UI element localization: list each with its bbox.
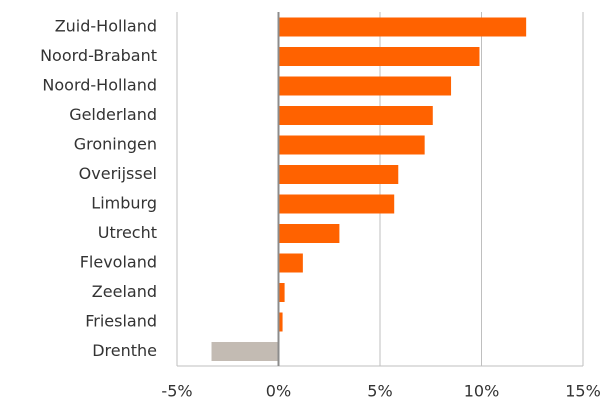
- bar: [211, 342, 279, 361]
- x-tick-label: 5%: [367, 382, 392, 401]
- x-tick-label: -5%: [161, 382, 192, 401]
- y-tick-label: Flevoland: [80, 253, 157, 272]
- y-tick-label: Limburg: [91, 194, 157, 213]
- x-tick-label: 0%: [266, 382, 291, 401]
- y-tick-label: Gelderland: [69, 105, 157, 124]
- bar: [278, 106, 433, 125]
- y-tick-label: Drenthe: [92, 341, 157, 360]
- y-tick-label: Groningen: [74, 135, 157, 154]
- bar: [278, 76, 452, 96]
- y-tick-label: Friesland: [85, 312, 157, 331]
- y-tick-label: Noord-Brabant: [40, 46, 157, 65]
- y-tick-label: Overijssel: [79, 164, 157, 183]
- x-tick-label: 10%: [464, 382, 500, 401]
- bar: [278, 17, 527, 37]
- x-tick-label: 15%: [565, 382, 601, 401]
- bar: [278, 312, 283, 332]
- y-tick-label: Noord-Holland: [42, 76, 157, 95]
- bar: [278, 194, 395, 214]
- y-tick-label: Utrecht: [98, 223, 157, 242]
- bar: [278, 165, 399, 184]
- bar: [278, 135, 425, 155]
- bar: [278, 47, 480, 66]
- y-tick-label: Zeeland: [92, 282, 157, 301]
- y-tick-label: Zuid-Holland: [55, 17, 157, 36]
- bar: [278, 283, 285, 302]
- bar: [278, 224, 340, 243]
- bar: [278, 253, 303, 273]
